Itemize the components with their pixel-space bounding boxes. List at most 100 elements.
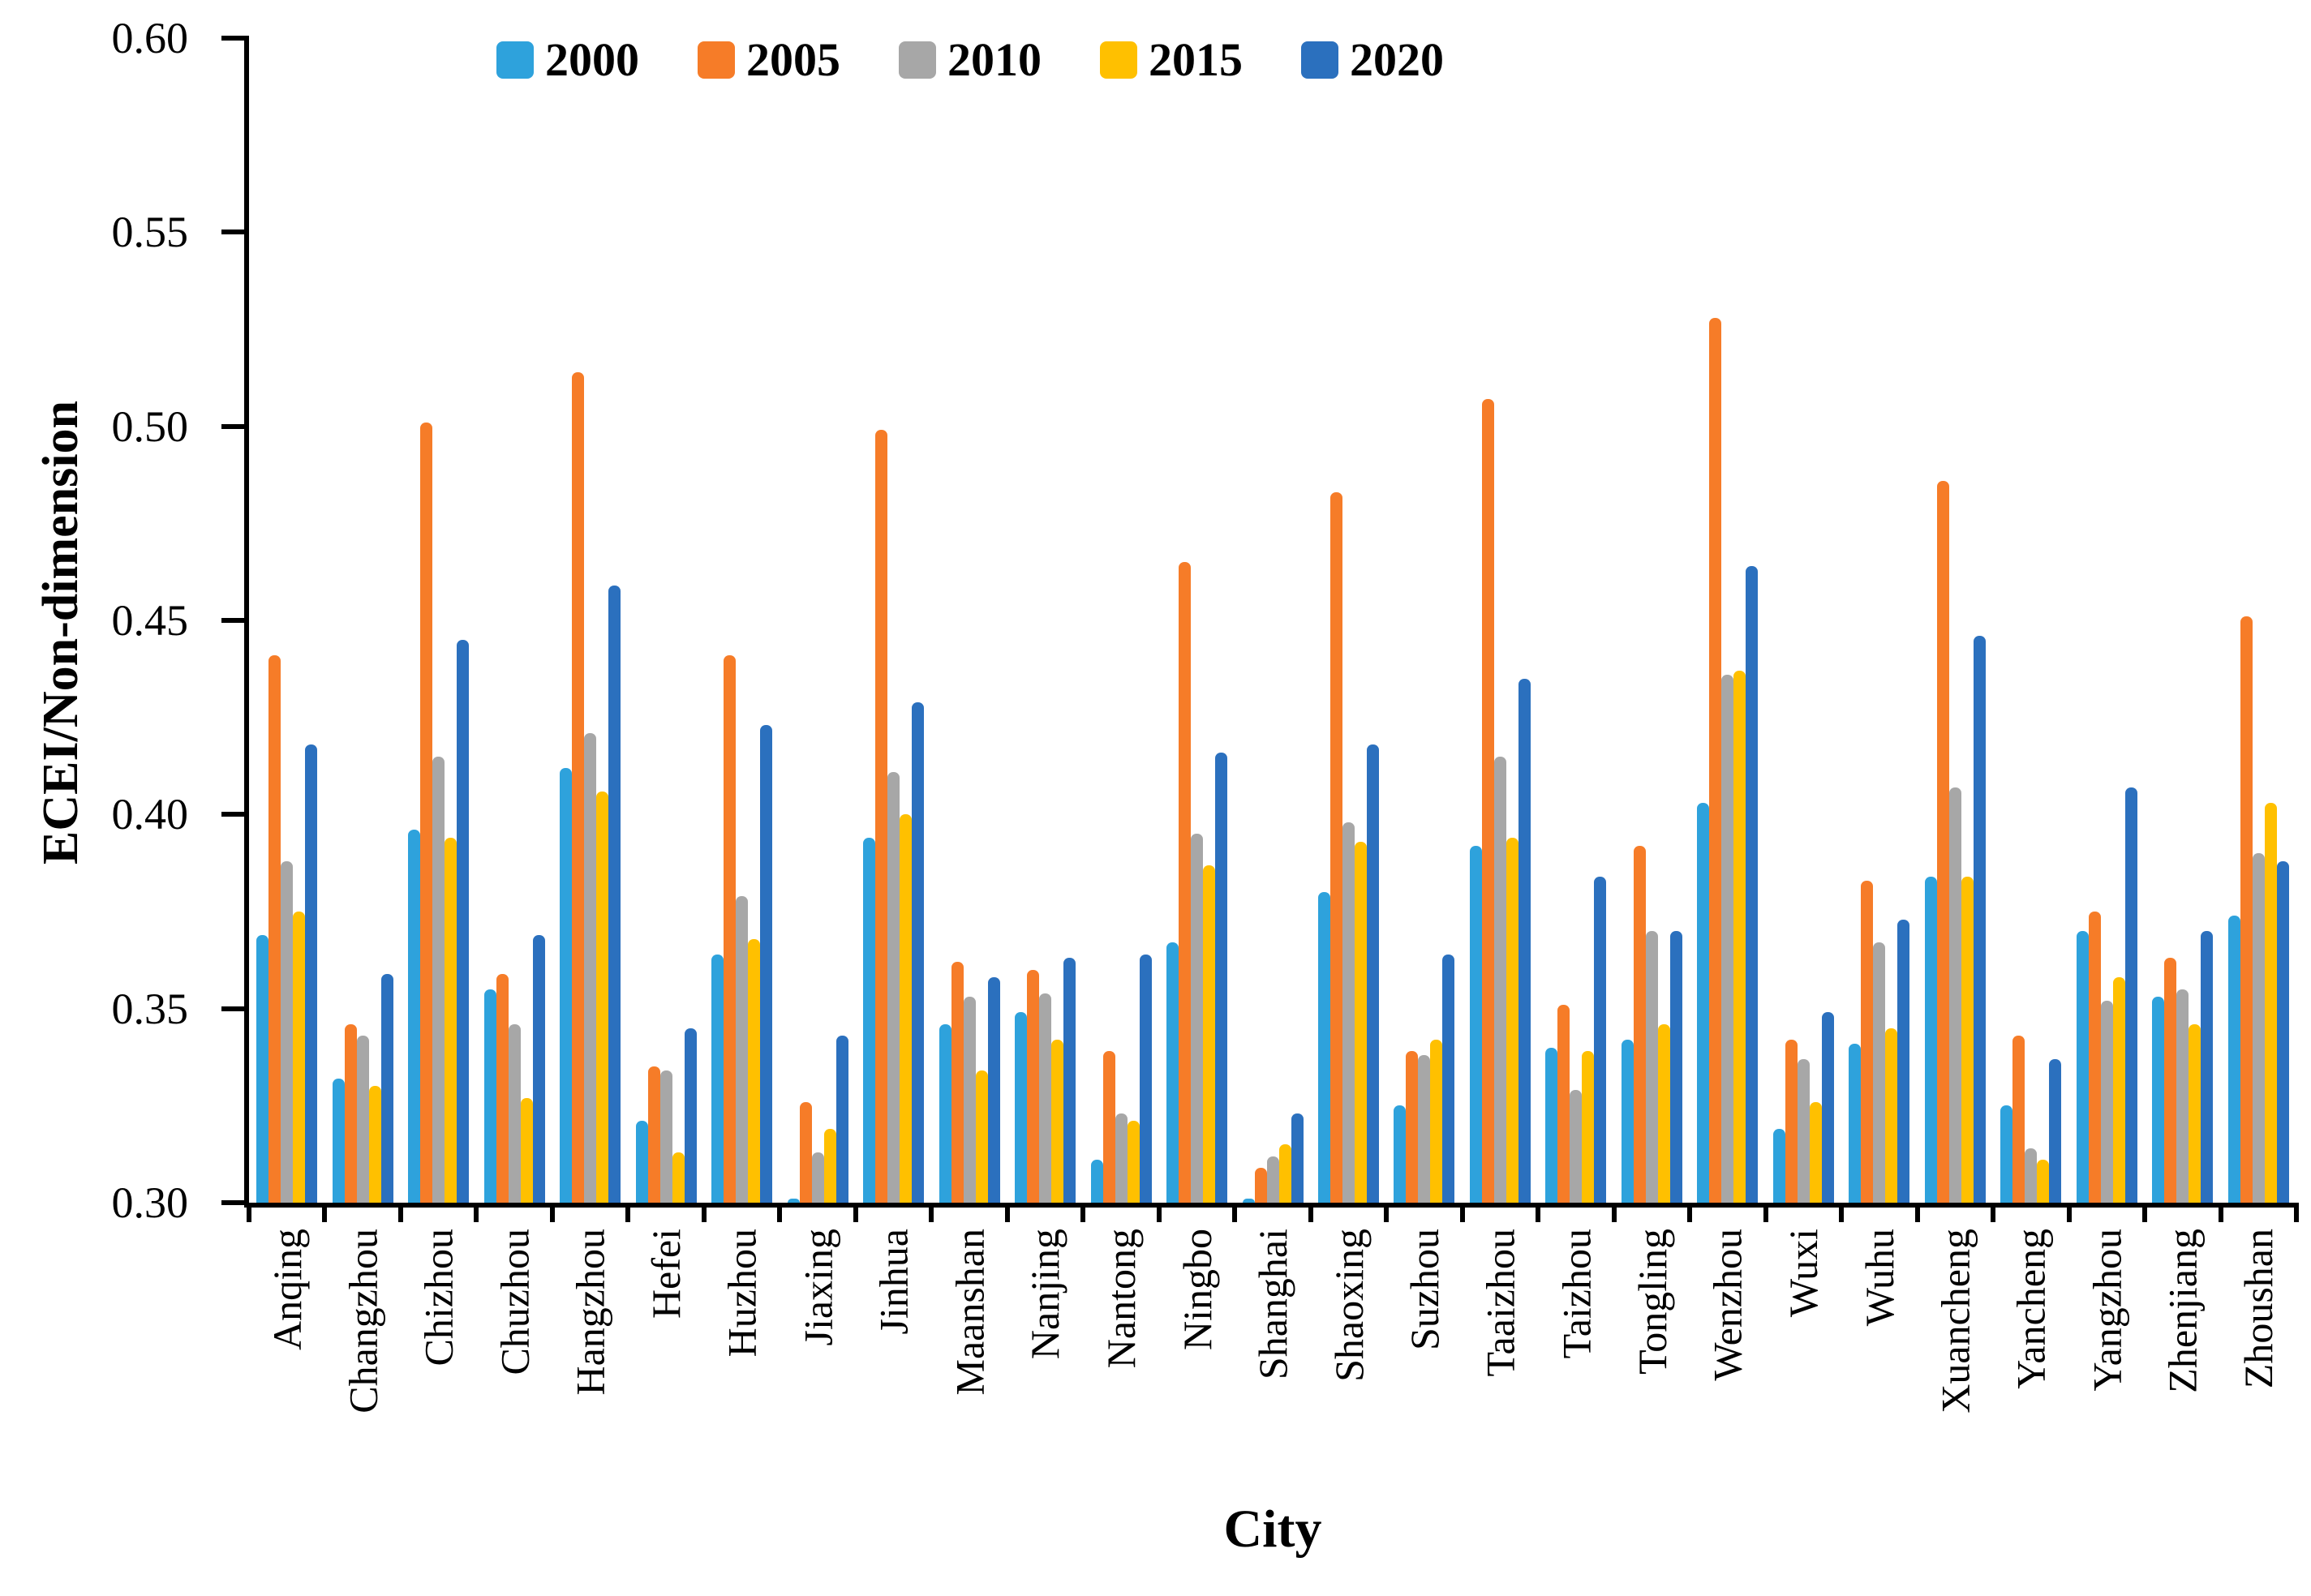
bar-2010-shaoxing (1342, 822, 1355, 1203)
bar-2005-shanghai (1254, 1167, 1267, 1203)
bar-2015-anqing (293, 912, 306, 1203)
bar-2000-suzhou (1394, 1105, 1407, 1203)
bar-2005-nanjing (1027, 969, 1040, 1203)
bar-2015-taizhou (1582, 1051, 1595, 1203)
legend-swatch-2020 (1301, 41, 1338, 79)
bar-2010-taaizhou (1493, 756, 1506, 1203)
bar-2000-xuancheng (1924, 876, 1937, 1203)
bar-2010-jiaxing (811, 1152, 824, 1203)
bar-2015-chizhou (445, 838, 457, 1203)
bar-2005-shaoxing (1329, 492, 1342, 1203)
bar-2010-chuzhou (508, 1023, 521, 1203)
bar-2000-taaizhou (1469, 845, 1482, 1203)
x-tick (397, 1203, 403, 1222)
bar-2000-changzhou (332, 1078, 345, 1203)
bar-2015-jiaxing (823, 1129, 836, 1203)
bar-2020-ningbo (1215, 752, 1228, 1203)
legend-swatch-2015 (1100, 41, 1137, 79)
bar-2015-wuhu (1885, 1028, 1898, 1203)
bar-2010-zhenjiang (2176, 989, 2189, 1203)
bar-2005-nantong (1102, 1051, 1115, 1203)
bar-2000-jiaxing (787, 1199, 800, 1203)
x-tick (2066, 1203, 2072, 1222)
bar-2020-nantong (1139, 954, 1152, 1203)
x-category-label: Wuhu (1856, 1229, 1902, 1327)
y-axis-line (244, 36, 249, 1208)
bar-2010-wuxi (1797, 1058, 1810, 1203)
x-tick (1839, 1203, 1845, 1222)
bar-2010-xuancheng (1948, 787, 1961, 1203)
legend-swatch-2010 (899, 41, 936, 79)
bar-2005-suzhou (1406, 1051, 1419, 1203)
bar-2005-anqing (268, 655, 281, 1203)
bar-2000-wuxi (1772, 1129, 1785, 1203)
bar-2000-zhoushan (2227, 915, 2240, 1203)
legend-label-2010: 2010 (947, 33, 1042, 86)
bar-2005-taaizhou (1481, 399, 1494, 1203)
x-category-label: Jiaxing (795, 1229, 841, 1346)
x-axis-title: City (1223, 1499, 1322, 1559)
bar-2020-wuhu (1897, 919, 1910, 1203)
x-tick (853, 1203, 858, 1222)
bar-2005-wenzhou (1709, 317, 1722, 1203)
bar-2010-changzhou (356, 1036, 369, 1203)
bar-2010-anqing (281, 860, 294, 1203)
bar-2020-wenzhou (1746, 565, 1759, 1203)
bar-2000-hangzhou (560, 767, 573, 1203)
x-tick (1308, 1203, 1313, 1222)
bar-2010-shanghai (1266, 1156, 1279, 1203)
bar-2005-ningbo (1179, 562, 1192, 1203)
x-category-label: Yancheng (2008, 1229, 2054, 1389)
legend-item-2010: 2010 (899, 36, 1042, 84)
bar-2015-shanghai (1278, 1144, 1291, 1203)
bar-2020-hefei (684, 1028, 697, 1203)
bar-2015-zhenjiang (2189, 1023, 2201, 1203)
x-category-label: Shaoxing (1325, 1229, 1372, 1382)
x-category-label: Zhenjiang (2159, 1229, 2206, 1393)
bar-2020-zhenjiang (2201, 930, 2214, 1203)
y-tick-label: 0.45 (111, 596, 189, 645)
bar-2015-suzhou (1430, 1039, 1443, 1203)
legend-item-2000: 2000 (496, 36, 639, 84)
bar-2000-shaoxing (1317, 892, 1330, 1203)
bar-2020-hangzhou (608, 585, 621, 1203)
bar-2020-anqing (305, 744, 318, 1203)
bar-2005-zhoushan (2240, 616, 2253, 1203)
bar-2005-changzhou (344, 1023, 357, 1203)
x-tick (1004, 1203, 1010, 1222)
x-tick (1384, 1203, 1390, 1222)
bar-2005-tongling (1633, 845, 1646, 1203)
bar-2000-anqing (256, 934, 269, 1203)
x-category-label: Ningbo (1174, 1229, 1220, 1350)
bar-2020-tongling (1669, 930, 1682, 1203)
bar-2015-hefei (672, 1152, 685, 1203)
y-tick (221, 423, 244, 429)
bar-2000-chuzhou (483, 989, 496, 1203)
y-tick-label: 0.30 (111, 1178, 189, 1227)
bar-2010-nanjing (1039, 993, 1052, 1203)
x-tick (1080, 1203, 1086, 1222)
bar-2015-nantong (1127, 1121, 1140, 1203)
x-category-label: Taaizhou (1477, 1229, 1523, 1377)
bar-2010-wuhu (1873, 942, 1886, 1203)
bar-2015-hangzhou (596, 791, 609, 1203)
bar-2020-shaoxing (1366, 744, 1379, 1203)
bar-2000-nantong (1090, 1160, 1103, 1203)
x-tick (2142, 1203, 2148, 1222)
legend-label-2005: 2005 (746, 33, 840, 86)
bar-2000-huzhou (711, 954, 724, 1203)
legend: 2000 2005 2010 2015 2020 (496, 36, 1444, 84)
x-category-label: Suzhou (1401, 1229, 1447, 1350)
x-tick (777, 1203, 783, 1222)
bar-2010-chizhou (432, 756, 445, 1203)
bar-2005-zhenjiang (2164, 958, 2177, 1203)
x-category-label: Anqing (264, 1229, 310, 1350)
bar-2015-ningbo (1203, 865, 1216, 1203)
bar-2000-maanshan (939, 1023, 951, 1203)
bar-2015-yangzhou (2112, 977, 2125, 1203)
bar-2010-hefei (659, 1070, 672, 1203)
bar-2015-yancheng (2037, 1160, 2050, 1203)
x-tick (1687, 1203, 1693, 1222)
bar-2010-zhoushan (2252, 853, 2265, 1203)
bar-2010-jinhua (887, 771, 900, 1203)
